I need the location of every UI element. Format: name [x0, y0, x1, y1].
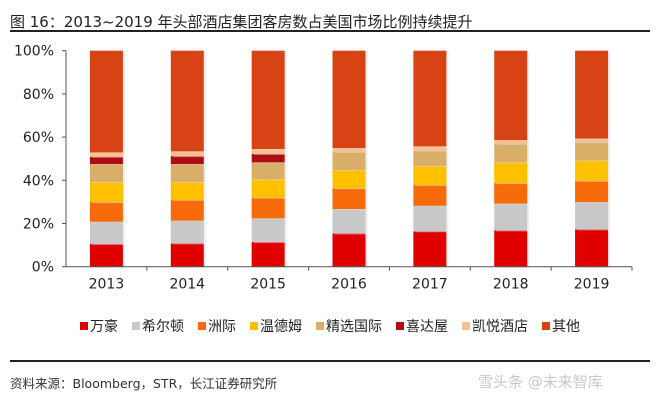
bar-segment-2019-精选国际: [575, 142, 609, 161]
y-tick-label: 100%: [14, 44, 54, 60]
bar-segment-2017-其他: [413, 50, 447, 147]
legend-label: 洲际: [208, 319, 236, 335]
y-tick-label: 0%: [32, 260, 54, 276]
x-tick-label: 2017: [412, 277, 448, 293]
bar-segment-2018-其他: [494, 50, 528, 141]
y-tick-label: 60%: [23, 130, 54, 146]
y-tick-label: 80%: [23, 87, 54, 103]
bar-segment-2016-温德姆: [332, 169, 366, 189]
title-rule: [10, 30, 650, 32]
footer-rule: [10, 360, 650, 362]
legend-label: 其他: [552, 319, 580, 335]
legend-item: 万豪: [80, 316, 118, 336]
bar-segment-2015-希尔顿: [251, 218, 285, 243]
bar-segment-2015-温德姆: [251, 179, 285, 198]
legend-label: 温德姆: [260, 319, 302, 335]
x-tick-label: 2016: [331, 277, 367, 293]
legend-item: 喜达屋: [396, 316, 448, 336]
legend-swatch: [80, 322, 88, 330]
bar-segment-2019-其他: [575, 50, 609, 139]
legend-label: 喜达屋: [406, 319, 448, 335]
legend-item: 希尔顿: [132, 316, 184, 336]
bar-segment-2014-其他: [170, 50, 204, 152]
x-tick-label: 2019: [574, 277, 610, 293]
bar-segment-2018-万豪: [494, 230, 528, 267]
bar-segment-2015-喜达屋: [251, 153, 285, 163]
bar-segment-2018-希尔顿: [494, 203, 528, 231]
watermark: 雪头条 @未来智库: [478, 373, 603, 391]
y-tick-label: 20%: [23, 217, 54, 233]
bar-segment-2016-希尔顿: [332, 209, 366, 234]
x-tick-label: 2018: [493, 277, 529, 293]
chart-title: 图 16：2013~2019 年头部酒店集团客房数占美国市场比例持续提升: [10, 13, 473, 31]
bar-segment-2013-喜达屋: [89, 156, 123, 165]
legend-label: 凯悦酒店: [472, 319, 528, 335]
legend-label: 希尔顿: [142, 319, 184, 335]
bar-segment-2019-洲际: [575, 180, 609, 203]
bar-segment-2018-温德姆: [494, 162, 528, 184]
bar-segment-2014-希尔顿: [170, 220, 204, 244]
bar-segment-2013-凯悦酒店: [89, 152, 123, 157]
bar-segment-2014-精选国际: [170, 164, 204, 183]
legend-label: 万豪: [90, 319, 118, 335]
bar-segment-2013-其他: [89, 50, 123, 153]
bar-segment-2019-万豪: [575, 229, 609, 267]
bar-segment-2015-洲际: [251, 197, 285, 219]
legend-swatch: [198, 322, 206, 330]
legend-label: 精选国际: [326, 319, 382, 335]
legend-item: 温德姆: [250, 316, 302, 336]
bar-segment-2013-精选国际: [89, 164, 123, 183]
bar-segment-2015-其他: [251, 50, 285, 149]
legend-swatch: [316, 322, 324, 330]
legend-swatch: [250, 322, 258, 330]
bar-segment-2015-万豪: [251, 242, 285, 267]
bar-segment-2019-凯悦酒店: [575, 138, 609, 143]
y-tick-label: 40%: [23, 173, 54, 189]
bar-segment-2017-精选国际: [413, 150, 447, 167]
bar-segment-2014-万豪: [170, 243, 204, 267]
x-tick-label: 2014: [169, 277, 205, 293]
x-tick-label: 2013: [89, 277, 125, 293]
bar-segment-2017-凯悦酒店: [413, 146, 447, 151]
bar-segment-2019-温德姆: [575, 160, 609, 181]
legend-item: 其他: [542, 316, 580, 336]
bar-segment-2013-希尔顿: [89, 221, 123, 245]
bar-segment-2014-洲际: [170, 199, 204, 221]
legend-swatch: [132, 322, 140, 330]
bar-segment-2015-精选国际: [251, 162, 285, 180]
bar-segment-2018-洲际: [494, 183, 528, 204]
bar-segment-2015-凯悦酒店: [251, 148, 285, 154]
stacked-bar-chart: 0% 20% 40% 60% 80% 100% 2013 2014 2015 2016 2017 20…: [14, 44, 633, 293]
bar-segment-2016-其他: [332, 50, 366, 149]
bar-segment-2017-温德姆: [413, 166, 447, 186]
bar-segment-2019-希尔顿: [575, 202, 609, 230]
legend: 万豪 希尔顿 洲际 温德姆 精选国际 喜达屋 凯悦酒店 其他: [0, 316, 660, 336]
bar-segment-2018-精选国际: [494, 144, 528, 163]
legend-swatch: [462, 322, 470, 330]
bar-segment-2013-洲际: [89, 202, 123, 222]
bar-segment-2014-凯悦酒店: [170, 151, 204, 157]
source-note: 资料来源：Bloomberg，STR，长江证券研究所: [10, 376, 278, 391]
x-tick-label: 2015: [250, 277, 286, 293]
bar-segment-2017-希尔顿: [413, 205, 447, 232]
legend-item: 精选国际: [316, 316, 382, 336]
legend-item: 洲际: [198, 316, 236, 336]
legend-swatch: [542, 322, 550, 330]
bar-segment-2014-喜达屋: [170, 156, 204, 165]
bar-segment-2018-凯悦酒店: [494, 140, 528, 145]
bar-segment-2017-万豪: [413, 231, 447, 267]
bar-segment-2016-洲际: [332, 188, 366, 210]
bar-segment-2016-凯悦酒店: [332, 148, 366, 153]
legend-item: 凯悦酒店: [462, 316, 528, 336]
bar-segment-2016-万豪: [332, 233, 366, 267]
bar-segment-2013-万豪: [89, 244, 123, 267]
bar-segment-2016-精选国际: [332, 152, 366, 170]
legend-swatch: [396, 322, 404, 330]
bar-segment-2017-洲际: [413, 185, 447, 206]
bar-segment-2013-温德姆: [89, 182, 123, 203]
bar-segment-2014-温德姆: [170, 182, 204, 200]
